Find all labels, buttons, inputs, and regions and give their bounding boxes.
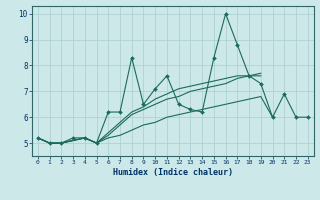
X-axis label: Humidex (Indice chaleur): Humidex (Indice chaleur) [113,168,233,177]
